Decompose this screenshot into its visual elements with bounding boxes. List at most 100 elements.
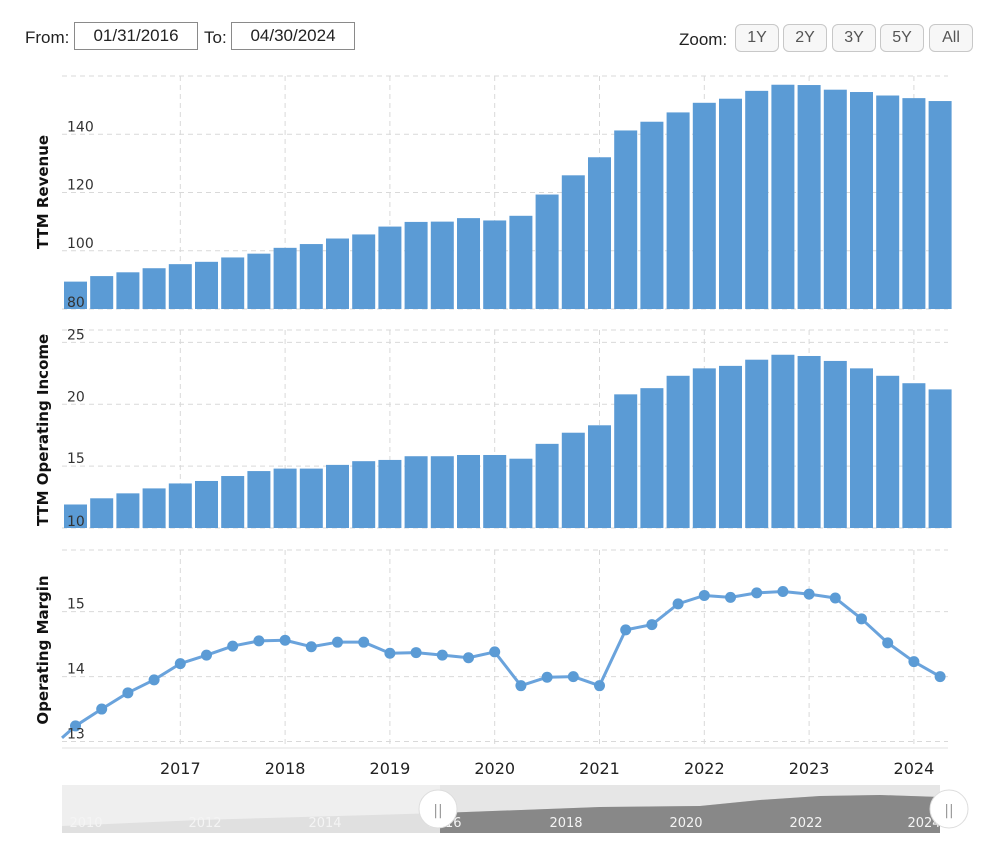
bar-1-11[interactable]: [352, 461, 376, 528]
bar-0-19[interactable]: [561, 175, 585, 309]
margin-point-18[interactable]: [541, 671, 553, 683]
bar-1-12[interactable]: [378, 459, 402, 528]
bar-1-24[interactable]: [692, 368, 716, 528]
bar-0-13[interactable]: [404, 221, 428, 309]
bar-1-25[interactable]: [719, 365, 742, 528]
margin-point-17[interactable]: [515, 680, 527, 692]
bar-0-21[interactable]: [614, 130, 638, 309]
bar-0-8[interactable]: [273, 247, 297, 309]
bar-0-30[interactable]: [850, 92, 873, 309]
bar-1-7[interactable]: [247, 471, 271, 528]
margin-point-0[interactable]: [70, 720, 81, 732]
bar-0-12[interactable]: [378, 226, 402, 309]
margin-point-3[interactable]: [148, 674, 160, 686]
margin-point-14[interactable]: [436, 649, 448, 661]
bar-1-20[interactable]: [588, 425, 611, 528]
margin-point-27[interactable]: [777, 586, 789, 598]
bar-1-5[interactable]: [195, 480, 218, 528]
margin-point-1[interactable]: [96, 703, 108, 715]
bar-0-32[interactable]: [902, 98, 926, 309]
bar-0-11[interactable]: [352, 234, 376, 309]
bar-0-29[interactable]: [823, 89, 847, 309]
margin-point-16[interactable]: [489, 646, 501, 658]
bar-1-1[interactable]: [90, 498, 114, 528]
margin-point-4[interactable]: [174, 658, 186, 670]
bar-0-3[interactable]: [142, 268, 166, 309]
bar-1-22[interactable]: [640, 388, 664, 528]
margin-point-25[interactable]: [725, 591, 736, 603]
margin-point-6[interactable]: [227, 640, 239, 652]
bar-0-0[interactable]: [64, 281, 87, 309]
bar-0-14[interactable]: [430, 221, 454, 309]
bar-0-1[interactable]: [90, 276, 114, 309]
margin-point-13[interactable]: [410, 647, 422, 659]
margin-point-30[interactable]: [856, 613, 867, 625]
bar-1-28[interactable]: [797, 355, 821, 528]
bar-0-7[interactable]: [247, 253, 271, 309]
bar-0-2[interactable]: [116, 272, 140, 309]
margin-point-15[interactable]: [463, 652, 474, 664]
bar-1-32[interactable]: [902, 383, 926, 528]
margin-point-8[interactable]: [279, 634, 291, 646]
bar-0-22[interactable]: [640, 121, 664, 309]
bar-1-8[interactable]: [273, 468, 297, 528]
bar-1-4[interactable]: [168, 483, 192, 528]
bar-0-16[interactable]: [483, 220, 507, 309]
bar-0-18[interactable]: [535, 194, 559, 309]
margin-point-26[interactable]: [751, 587, 763, 599]
margin-point-21[interactable]: [620, 624, 632, 636]
bar-0-24[interactable]: [692, 102, 716, 309]
bar-1-30[interactable]: [850, 368, 873, 528]
bar-0-10[interactable]: [326, 238, 349, 309]
bar-1-6[interactable]: [221, 476, 245, 528]
margin-point-23[interactable]: [672, 598, 684, 610]
bar-0-4[interactable]: [168, 264, 192, 309]
from-date-input[interactable]: [74, 22, 198, 50]
bar-1-29[interactable]: [823, 360, 847, 528]
zoom-3y-button[interactable]: 3Y: [832, 24, 876, 52]
bar-0-20[interactable]: [588, 157, 611, 309]
margin-point-19[interactable]: [567, 671, 579, 683]
navigator-left-handle[interactable]: [418, 789, 458, 829]
bar-0-6[interactable]: [221, 257, 245, 309]
bar-1-10[interactable]: [326, 464, 349, 528]
margin-point-28[interactable]: [803, 588, 815, 600]
bar-1-13[interactable]: [404, 456, 428, 528]
zoom-2y-button[interactable]: 2Y: [783, 24, 827, 52]
bar-1-23[interactable]: [666, 375, 690, 528]
bar-0-33[interactable]: [928, 101, 952, 309]
bar-1-9[interactable]: [299, 468, 323, 528]
bar-0-31[interactable]: [876, 95, 900, 309]
zoom-all-button[interactable]: All: [929, 24, 973, 52]
bar-1-31[interactable]: [876, 375, 900, 528]
bar-0-5[interactable]: [195, 261, 218, 309]
margin-point-9[interactable]: [305, 641, 317, 653]
margin-point-11[interactable]: [358, 636, 370, 648]
margin-point-29[interactable]: [829, 592, 841, 604]
margin-point-32[interactable]: [908, 656, 920, 668]
bar-0-28[interactable]: [797, 85, 821, 309]
margin-point-10[interactable]: [332, 636, 343, 648]
margin-point-5[interactable]: [201, 649, 212, 661]
bar-0-27[interactable]: [771, 84, 795, 309]
margin-point-33[interactable]: [934, 671, 946, 683]
bar-1-15[interactable]: [457, 454, 480, 528]
bar-1-27[interactable]: [771, 354, 795, 528]
bar-1-26[interactable]: [745, 359, 769, 528]
margin-point-2[interactable]: [122, 687, 134, 699]
bar-0-25[interactable]: [719, 98, 742, 309]
bar-0-23[interactable]: [666, 112, 690, 309]
bar-1-2[interactable]: [116, 493, 140, 528]
bar-1-14[interactable]: [430, 456, 454, 528]
bar-0-17[interactable]: [509, 215, 533, 309]
margin-point-31[interactable]: [882, 637, 894, 649]
bar-0-15[interactable]: [457, 218, 480, 309]
bar-1-16[interactable]: [483, 454, 507, 528]
bar-1-17[interactable]: [509, 458, 533, 528]
bar-0-9[interactable]: [299, 244, 323, 309]
margin-point-20[interactable]: [594, 680, 605, 692]
bar-1-19[interactable]: [561, 432, 585, 528]
bar-1-33[interactable]: [928, 389, 952, 528]
bar-1-0[interactable]: [64, 504, 87, 528]
bar-1-21[interactable]: [614, 394, 638, 528]
